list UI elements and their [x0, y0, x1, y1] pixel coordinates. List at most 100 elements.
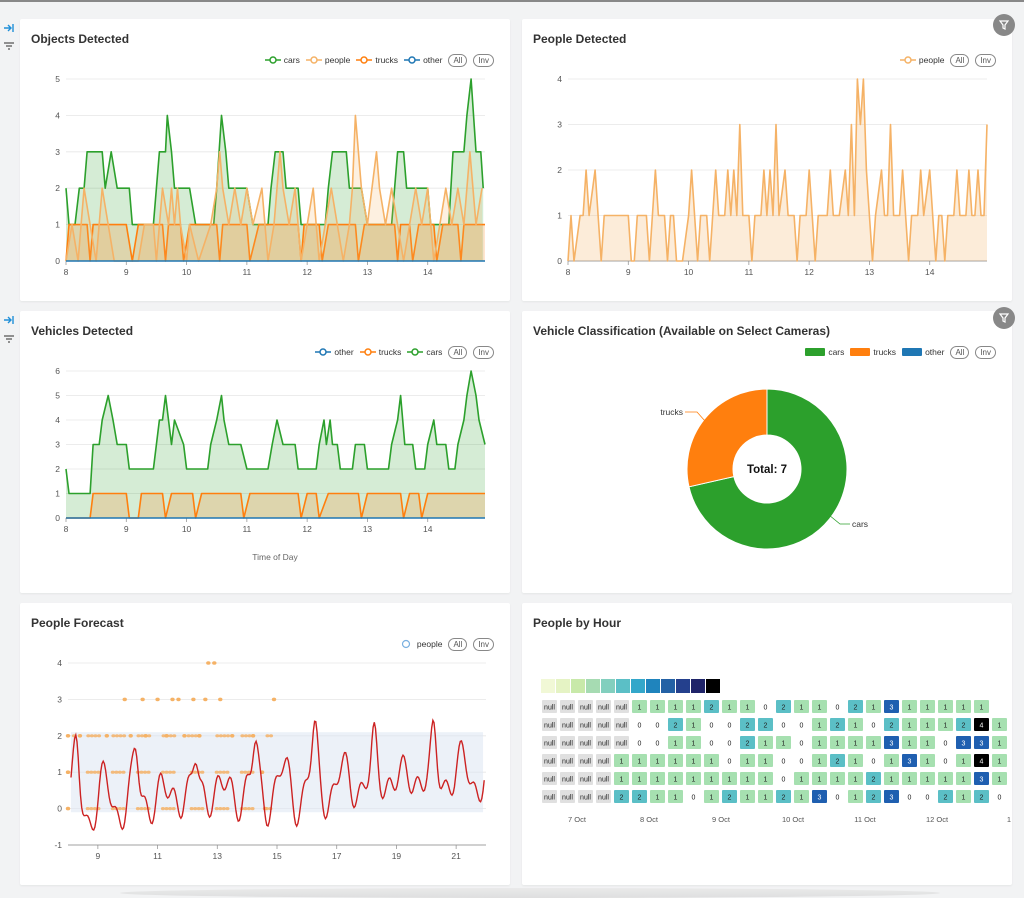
heatmap-cell-value: 2 [782, 795, 786, 802]
legend-all-button[interactable]: All [950, 345, 970, 359]
data-point [93, 734, 98, 738]
heatmap-cell [956, 772, 971, 785]
heatmap-cell-value: null [580, 759, 591, 766]
x-tick-label: 8 [64, 267, 69, 277]
legend-invert-button[interactable]: Inv [473, 345, 494, 359]
data-point [165, 734, 170, 738]
heatmap-cell [560, 736, 575, 749]
legend-invert-button[interactable]: Inv [975, 345, 996, 359]
heatmap-cell [830, 790, 845, 803]
heatmap-cell [560, 772, 575, 785]
data-point [143, 734, 148, 738]
y-tick-label: 0 [57, 804, 62, 814]
legend-item-cars[interactable]: cars [407, 347, 442, 357]
heatmap-cell-value: null [562, 705, 573, 712]
legend-item-other[interactable]: other [315, 347, 354, 357]
legend-item-people[interactable]: people [305, 55, 350, 65]
legend-item-trucks[interactable]: trucks [356, 55, 398, 65]
legend-item-other[interactable]: other [404, 55, 442, 65]
heatmap-cell [776, 718, 791, 731]
x-tick-label: 13 [865, 267, 875, 277]
heatmap-cell-value: 0 [998, 795, 1002, 802]
legend-invert-button[interactable]: Inv [473, 53, 494, 67]
heatmap-cell-value: 1 [926, 705, 930, 712]
legend-item-people[interactable]: people [398, 639, 442, 649]
heatmap-cell [794, 736, 809, 749]
heatmap-cell-value: 2 [980, 795, 984, 802]
legend-item-cars[interactable]: cars [805, 347, 844, 357]
heatmap-cell [740, 700, 755, 713]
filter-button[interactable] [993, 307, 1015, 329]
heatmap-cell-value: 0 [728, 723, 732, 730]
heatmap-cell-value: null [616, 705, 627, 712]
heatmap-cell-value: 0 [710, 741, 714, 748]
filter-list-icon[interactable] [3, 40, 15, 52]
legend-all-button[interactable]: All [448, 345, 468, 359]
data-point [214, 807, 219, 811]
data-point [265, 734, 270, 738]
heatmap-cell-value: 1 [728, 705, 732, 712]
panel-title: People Forecast [31, 616, 124, 630]
data-point [225, 807, 230, 811]
heatmap-cell [632, 736, 647, 749]
y-tick-label: 3 [57, 694, 62, 704]
data-point [230, 734, 235, 738]
data-point [121, 770, 126, 774]
data-point [225, 770, 230, 774]
y-tick-label: 4 [55, 415, 60, 425]
color-scale-swatch [646, 679, 660, 693]
data-point [85, 770, 90, 774]
legend-invert-button[interactable]: Inv [975, 53, 996, 67]
legend-invert-button[interactable]: Inv [473, 637, 494, 651]
heatmap-cell-value: 1 [674, 741, 678, 748]
legend-item-other[interactable]: other [902, 347, 944, 357]
x-tick-label: 11 [153, 851, 162, 861]
legend-all-button[interactable]: All [950, 53, 970, 67]
expand-sidebar-icon[interactable] [3, 22, 15, 34]
data-point [176, 697, 181, 702]
heatmap-cell-value: 0 [710, 723, 714, 730]
heatmap-cell-value: null [562, 795, 573, 802]
heatmap-cell-value: 1 [692, 777, 696, 784]
x-tick-label: 8 [566, 267, 571, 277]
legend-item-trucks[interactable]: trucks [359, 347, 401, 357]
legend-all-button[interactable]: All [448, 637, 468, 651]
heatmap-cell-value: 1 [800, 777, 804, 784]
heatmap-cell-value: null [562, 777, 573, 784]
heatmap-cell [650, 700, 665, 713]
heatmap-cell [596, 718, 611, 731]
heatmap-cell-value: 1 [998, 741, 1002, 748]
x-tick-label: 8 [64, 524, 69, 534]
x-tick-label: 10 [182, 524, 192, 534]
heatmap-cell [560, 700, 575, 713]
heatmap-cell-value: 1 [962, 795, 966, 802]
heatmap-cell-value: 2 [710, 705, 714, 712]
data-point [172, 734, 177, 738]
data-point [218, 807, 223, 811]
data-point [164, 770, 169, 774]
data-point [146, 770, 151, 774]
heatmap-cell-value: 1 [710, 759, 714, 766]
heatmap-cell-value: 1 [728, 777, 732, 784]
legend-all-button[interactable]: All [448, 53, 468, 67]
heatmap-cell-value: 1 [998, 723, 1002, 730]
expand-sidebar-icon[interactable] [3, 314, 15, 326]
data-point [155, 697, 160, 702]
legend-item-trucks[interactable]: trucks [850, 347, 896, 357]
legend-item-cars[interactable]: cars [264, 55, 300, 65]
heatmap-cell [722, 772, 737, 785]
color-scale-swatch [601, 679, 615, 693]
heatmap-cell [722, 718, 737, 731]
heatmap-cell [542, 772, 557, 785]
heatmap-cell [830, 772, 845, 785]
filter-list-icon[interactable] [3, 333, 15, 345]
heatmap-cell-value: 1 [764, 741, 768, 748]
data-point [197, 734, 202, 738]
legend-item-people[interactable]: people [899, 55, 944, 65]
data-point [200, 770, 205, 774]
filter-button[interactable] [993, 14, 1015, 36]
data-point [191, 697, 196, 702]
heatmap-cell-value: 1 [710, 777, 714, 784]
series-people-line [567, 78, 988, 262]
data-point [251, 734, 256, 738]
